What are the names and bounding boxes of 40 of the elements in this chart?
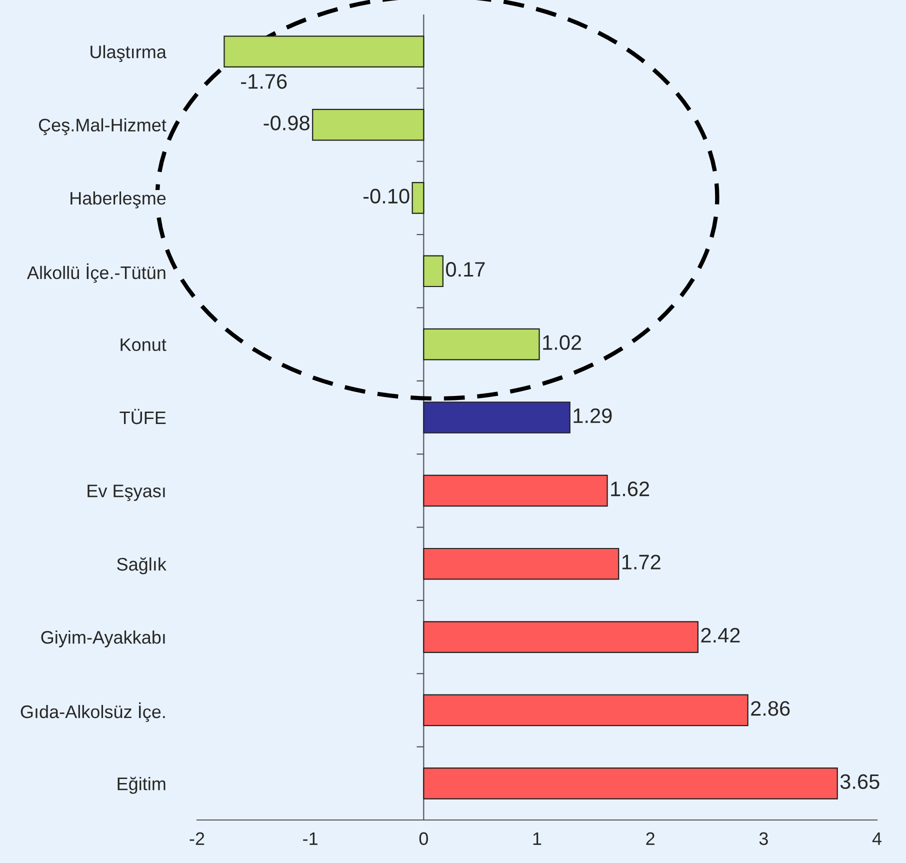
y-tick-label: Haberleşme — [70, 191, 166, 208]
x-tick-label: -2 — [190, 832, 204, 845]
bar — [224, 36, 424, 68]
bar — [423, 621, 698, 653]
y-tick-label: Ev Eşyası — [88, 484, 165, 502]
bar — [423, 255, 444, 288]
y-tick-label: TÜFE — [120, 408, 166, 424]
y-tick-label: Eğitim — [118, 776, 166, 794]
bar — [423, 548, 620, 580]
data-label: -0.10 — [364, 188, 410, 204]
data-label: 1.29 — [574, 408, 612, 424]
x-tick-label: 2 — [646, 832, 654, 845]
data-label: -0.98 — [264, 116, 310, 130]
x-tick-label: -1 — [303, 832, 318, 845]
y-tick-label: Ulaştırma — [90, 45, 166, 62]
x-tick-label: 4 — [872, 832, 882, 845]
y-tick-label: Çeş.Mal-Hizmet — [38, 118, 166, 136]
bar — [423, 402, 570, 434]
data-label: 1.02 — [543, 335, 582, 350]
data-label: -1.76 — [241, 74, 287, 89]
y-tick-label: Alkollü İçe.-Tütün — [27, 263, 166, 283]
data-label: 1.72 — [622, 554, 660, 570]
data-label: 3.65 — [840, 774, 880, 789]
x-tick-label: 0 — [419, 832, 428, 846]
data-label: 2.42 — [701, 628, 740, 642]
data-label: 1.62 — [611, 482, 650, 496]
bar — [312, 108, 424, 141]
x-tick-label: 3 — [759, 832, 768, 846]
bar — [423, 767, 838, 800]
data-label: 2.86 — [751, 701, 790, 716]
bar — [423, 694, 748, 726]
y-tick-label: Gıda-Alkolsüz İçe. — [20, 702, 165, 722]
y-tick-label: Giyim-Ayakkabı — [41, 630, 165, 648]
data-label: 0.17 — [446, 262, 485, 277]
y-tick-label: Konut — [120, 338, 166, 352]
bar — [412, 182, 424, 214]
x-tick-label: 1 — [533, 832, 542, 845]
y-tick-label: Sağlık — [117, 557, 166, 574]
bar — [423, 328, 540, 360]
bar — [423, 474, 608, 507]
